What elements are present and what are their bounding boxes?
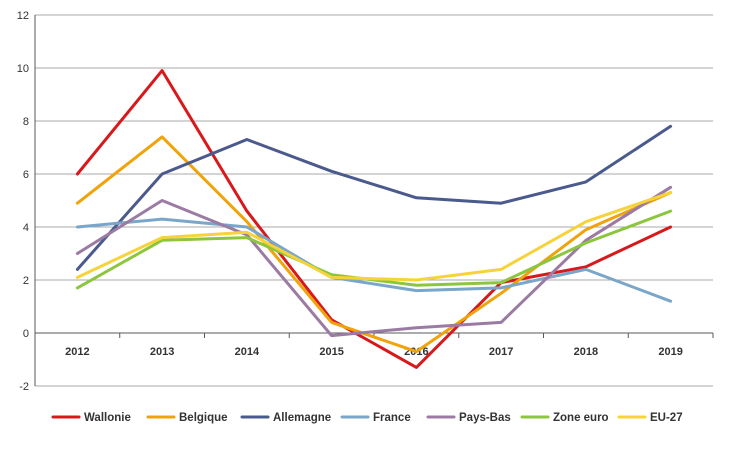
x-tick-label: 2014 bbox=[235, 346, 260, 358]
legend: Wallonie Belgique Allemagne France Pays-Bas Z… bbox=[51, 412, 683, 424]
series-line-wallonie bbox=[75, 69, 673, 369]
x-tick-label: 2018 bbox=[574, 346, 598, 358]
y-tick-label: 12 bbox=[17, 10, 29, 22]
y-tick-label: 4 bbox=[23, 222, 29, 234]
series-line-eu-27 bbox=[75, 191, 673, 282]
y-tick-label: 0 bbox=[23, 328, 29, 340]
x-tick-label: 2013 bbox=[150, 346, 174, 358]
legend-label: Zone euro bbox=[553, 412, 609, 424]
y-tick-label: 10 bbox=[17, 63, 29, 75]
legend-label: France bbox=[373, 412, 411, 424]
x-tick-label: 2012 bbox=[65, 346, 89, 358]
legend-label: Allemagne bbox=[273, 412, 331, 424]
y-tick-label: 2 bbox=[23, 275, 29, 287]
legend-label: Belgique bbox=[179, 412, 228, 424]
y-tick-label: -2 bbox=[19, 381, 29, 393]
legend-label: EU-27 bbox=[650, 412, 683, 424]
y-tick-label: 8 bbox=[23, 116, 29, 128]
x-tick-label: 2015 bbox=[319, 346, 343, 358]
series-lines bbox=[75, 69, 673, 369]
series-line-france bbox=[75, 217, 673, 303]
y-tick-labels: 12 10 8 6 4 2 0 -2 bbox=[17, 10, 29, 393]
legend-label: Wallonie bbox=[84, 412, 131, 424]
legend-label: Pays-Bas bbox=[459, 412, 511, 424]
series-line-belgique bbox=[75, 135, 673, 354]
x-tick-labels: 2012 2013 2014 2015 2016 2017 2018 2019 bbox=[65, 346, 683, 358]
x-tick-label: 2019 bbox=[658, 346, 682, 358]
series-line-allemagne bbox=[75, 124, 673, 271]
series-line-pays-bas bbox=[75, 185, 673, 338]
x-tick-label: 2017 bbox=[489, 346, 513, 358]
y-tick-label: 6 bbox=[23, 169, 29, 181]
